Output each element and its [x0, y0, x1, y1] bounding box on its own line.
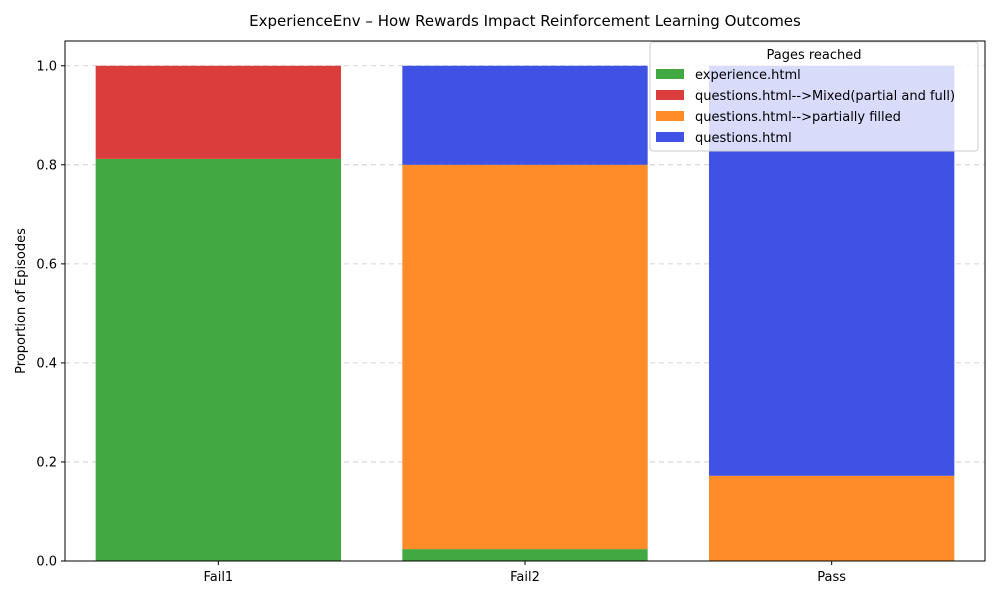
y-tick-label: 0.8 [36, 158, 57, 173]
y-ticks: 0.0 0.2 0.4 0.6 0.8 1.0 [36, 59, 65, 570]
bar-fail2-series-3 [402, 65, 648, 165]
legend-box [649, 41, 979, 152]
bar-fail1-series-1 [95, 65, 342, 159]
x-tick-label: Fail2 [510, 570, 540, 585]
y-tick-label: 1.0 [36, 59, 57, 74]
legend-label: questions.html [695, 131, 792, 146]
bar-fail2-series-0 [402, 549, 648, 561]
y-tick-label: 0.4 [36, 356, 57, 371]
legend-label: experience.html [695, 68, 801, 83]
bars-layer [95, 65, 955, 561]
y-tick-label: 0.2 [36, 455, 57, 470]
x-ticks: Fail1 Fail2 Pass [203, 561, 846, 585]
y-tick-label: 0.0 [36, 555, 57, 570]
legend-title: Pages reached [766, 48, 861, 63]
legend-swatch [656, 132, 684, 142]
legend-label: questions.html-->Mixed(partial and full) [695, 89, 955, 104]
y-tick-label: 0.6 [36, 257, 57, 272]
legend: Pages reached experience.html questions.h… [649, 41, 979, 152]
chart-title: ExperienceEnv – How Rewards Impact Reinf… [249, 12, 801, 30]
bar-pass-series-2 [709, 475, 955, 561]
legend-items: experience.html questions.html-->Mixed(pa… [656, 68, 955, 146]
y-axis-label: Proportion of Episodes [14, 228, 29, 374]
bar-fail1-series-0 [95, 158, 342, 561]
legend-label: questions.html-->partially filled [695, 110, 901, 125]
legend-swatch [656, 90, 684, 100]
bar-fail2-series-2 [402, 164, 648, 550]
legend-swatch [656, 111, 684, 121]
legend-swatch [656, 69, 684, 79]
x-tick-label: Fail1 [203, 570, 233, 585]
x-tick-label: Pass [817, 570, 846, 585]
